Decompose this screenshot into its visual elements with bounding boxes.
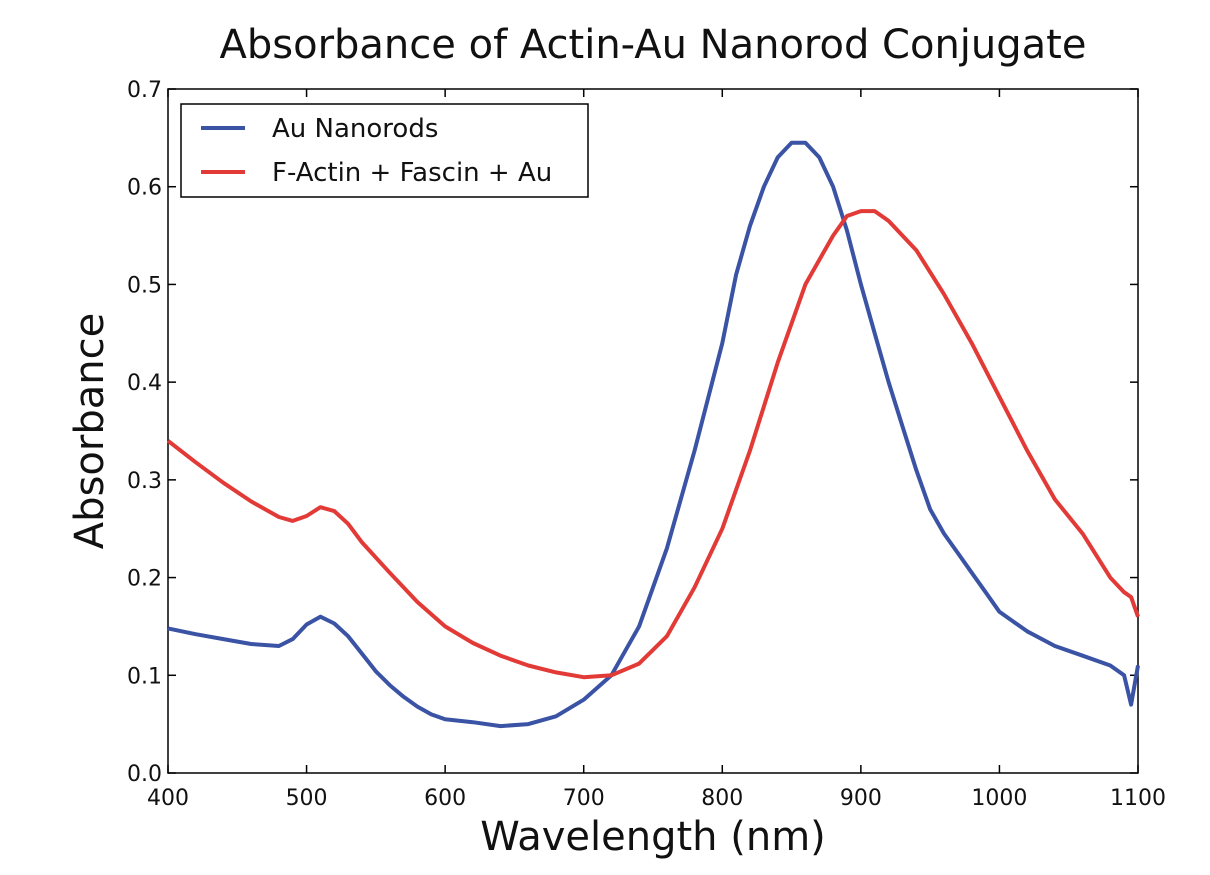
plot-area-frame (167, 88, 1139, 774)
x-tick-label: 800 (701, 786, 743, 811)
y-tick-label: 0.3 (127, 469, 162, 494)
y-tick-label: 0.6 (127, 176, 162, 201)
legend-box (180, 103, 589, 198)
y-tick-label: 0.4 (127, 371, 162, 396)
y-axis-ticks: 0.0 0.1 0.2 0.3 0.4 0.5 0.6 0.7 (127, 78, 1138, 787)
x-tick-label: 500 (286, 786, 328, 811)
y-tick-label: 0.5 (127, 273, 162, 298)
chart-title: Absorbance of Actin-Au Nanorod Conjugate (220, 22, 1087, 68)
x-tick-label: 700 (563, 786, 605, 811)
x-tick-label: 600 (424, 786, 466, 811)
series-line-f-actin-fascin-au (166, 209, 1140, 680)
y-tick-label: 0.1 (127, 664, 162, 689)
series-line-au-nanorods (167, 140, 1140, 729)
x-tick-label: 400 (147, 786, 189, 811)
x-axis-label: Wavelength (nm) (480, 814, 826, 860)
x-tick-label: 900 (840, 786, 882, 811)
y-tick-label: 0.2 (127, 567, 162, 592)
legend: Au Nanorods F-Actin + Fascin + Au (180, 103, 589, 198)
series-layer (166, 140, 1140, 729)
y-tick-label: 0.7 (127, 78, 162, 103)
x-tick-label: 1100 (1110, 786, 1166, 811)
x-axis-ticks: 400 500 600 700 800 900 1000 1100 (147, 89, 1166, 811)
y-tick-label: 0.0 (127, 762, 162, 787)
x-tick-label: 1000 (971, 786, 1027, 811)
y-axis-label: Absorbance (67, 313, 113, 549)
legend-label-au-nanorods: Au Nanorods (272, 114, 438, 144)
legend-label-f-actin-fascin-au: F-Actin + Fascin + Au (272, 158, 552, 188)
